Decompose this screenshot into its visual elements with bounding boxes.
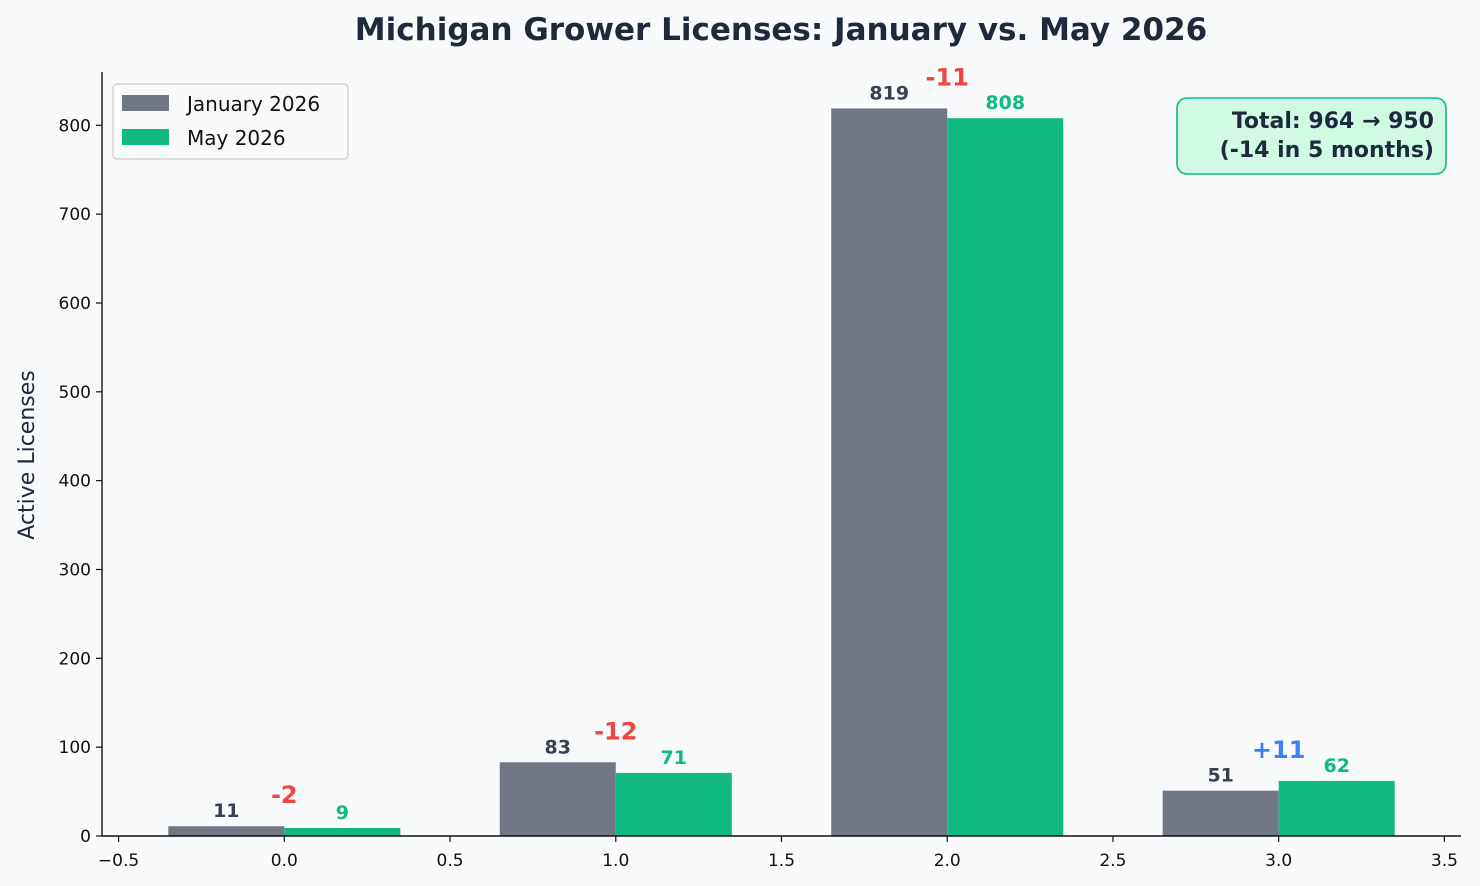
bar-january-3 bbox=[1162, 790, 1279, 836]
bar-may-3 bbox=[1278, 780, 1395, 836]
y-tick-label-7: 700 bbox=[59, 205, 91, 225]
total-annotation: Total: 964 → 950 (-14 in 5 months) bbox=[1176, 97, 1447, 175]
y-tick-label-0: 0 bbox=[80, 827, 91, 847]
delta-label-3: +11 bbox=[1252, 736, 1306, 764]
x-tick-label-3: 1.0 bbox=[602, 851, 629, 871]
bar-value-label-january-1: 83 bbox=[545, 736, 571, 758]
bar-january-2 bbox=[831, 108, 948, 836]
y-tick-label-8: 800 bbox=[59, 116, 91, 136]
x-tick-label-7: 3.0 bbox=[1265, 851, 1292, 871]
legend-swatch-may bbox=[122, 129, 169, 145]
delta-label-2: -11 bbox=[926, 63, 969, 91]
x-tick-label-0: −0.5 bbox=[98, 851, 139, 871]
chart-title: Michigan Grower Licenses: January vs. Ma… bbox=[355, 12, 1207, 48]
bar-value-label-may-1: 71 bbox=[661, 747, 687, 769]
y-tick-label-6: 600 bbox=[59, 294, 91, 314]
y-axis-label: Active Licenses bbox=[15, 370, 40, 539]
x-tick-label-2: 0.5 bbox=[437, 851, 464, 871]
x-tick-label-8: 3.5 bbox=[1431, 851, 1458, 871]
bar-may-1 bbox=[615, 772, 732, 836]
delta-label-0: -2 bbox=[271, 781, 298, 809]
bar-value-label-may-3: 62 bbox=[1323, 755, 1349, 777]
total-annotation-line2: (-14 in 5 months) bbox=[1220, 138, 1434, 163]
bar-value-label-january-0: 11 bbox=[213, 800, 239, 822]
bar-value-label-january-2: 819 bbox=[869, 82, 909, 104]
x-tick-label-1: 0.0 bbox=[271, 851, 298, 871]
bar-may-0 bbox=[284, 828, 401, 836]
bar-may-2 bbox=[947, 118, 1064, 836]
bar-january-1 bbox=[499, 762, 616, 836]
x-tick-label-5: 2.0 bbox=[934, 851, 961, 871]
bar-value-label-january-3: 51 bbox=[1207, 765, 1233, 787]
bar-value-label-may-0: 9 bbox=[336, 802, 349, 824]
delta-label-1: -12 bbox=[594, 717, 637, 745]
legend: January 2026 May 2026 bbox=[112, 83, 349, 160]
legend-label-january: January 2026 bbox=[185, 92, 320, 116]
y-tick-label-5: 500 bbox=[59, 383, 91, 403]
legend-label-may: May 2026 bbox=[187, 126, 286, 150]
y-tick-label-3: 300 bbox=[59, 560, 91, 580]
total-annotation-box bbox=[1176, 97, 1447, 175]
x-tick-label-4: 1.5 bbox=[768, 851, 795, 871]
total-annotation-line1: Total: 964 → 950 bbox=[1232, 109, 1434, 134]
y-tick-label-1: 100 bbox=[59, 738, 91, 758]
y-tick-label-2: 200 bbox=[59, 649, 91, 669]
bar-january-0 bbox=[168, 826, 285, 836]
bar-value-label-may-2: 808 bbox=[985, 92, 1025, 114]
legend-frame bbox=[112, 83, 349, 160]
plot-area: 11 83 819 51 9 71 808 62 -2 -12 -11 +11 0 100 200 300 40… bbox=[59, 63, 1461, 871]
y-tick-label-4: 400 bbox=[59, 472, 91, 492]
legend-swatch-january bbox=[122, 95, 169, 111]
x-tick-label-6: 2.5 bbox=[1099, 851, 1126, 871]
